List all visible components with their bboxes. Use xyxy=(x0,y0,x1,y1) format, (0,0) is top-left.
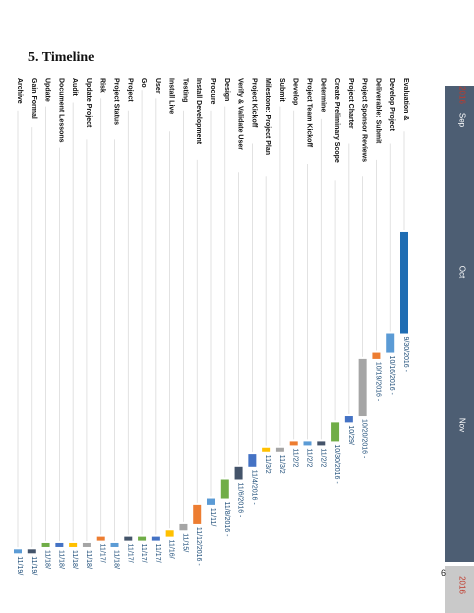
task-label: Project Status xyxy=(113,78,120,125)
task-label: Archive xyxy=(16,78,23,104)
task-date-label: 10/30/2016 - xyxy=(333,444,340,484)
task-date-label: 11/15/ xyxy=(181,533,188,552)
task-bar xyxy=(151,536,160,541)
task-bar xyxy=(262,447,271,452)
task-label: Design xyxy=(223,78,230,101)
task-label: Project xyxy=(126,78,133,102)
task-date-label: 9/30/2016 - xyxy=(402,337,409,373)
task-bar xyxy=(27,549,36,554)
timescale-band xyxy=(445,86,474,562)
task-bar xyxy=(138,536,147,541)
timescale-year-end-box xyxy=(445,566,474,613)
page-number: 6 xyxy=(441,568,447,578)
task-bar xyxy=(110,542,119,547)
task-label: Create Preliminary Scope xyxy=(333,78,340,163)
task-date-label: 11/4/2016 - xyxy=(250,470,257,506)
task-label: Install Live xyxy=(168,78,175,114)
task-date-label: 11/12/2016 - xyxy=(195,527,202,566)
task-date-label: 11/17/ xyxy=(140,544,147,563)
task-date-label: 11/3/2 xyxy=(264,455,271,474)
task-bar xyxy=(124,536,133,541)
task-label: Evaluation & xyxy=(402,78,409,120)
task-bar xyxy=(372,352,381,359)
task-bar xyxy=(303,441,312,446)
task-date-label: 11/17/ xyxy=(154,544,161,563)
timescale-month-sep: Sep xyxy=(458,113,467,128)
task-bar xyxy=(331,422,340,442)
task-bar xyxy=(400,231,408,334)
task-label: Update xyxy=(44,78,51,102)
task-label: Project Kickoff xyxy=(250,78,257,128)
task-label: Gain Formal xyxy=(30,78,37,119)
task-bar xyxy=(82,542,91,547)
task-date-label: 11/2/2 xyxy=(292,448,299,467)
task-label: Go xyxy=(140,78,147,88)
task-bar xyxy=(69,542,78,547)
task-label: Deliverable: Submit xyxy=(374,78,381,144)
task-label: Develop xyxy=(292,78,299,105)
task-label: Install Development xyxy=(195,78,202,145)
task-bar xyxy=(317,441,326,446)
timescale-month-oct: Oct xyxy=(458,266,467,279)
task-label: Update Project xyxy=(85,78,92,128)
task-bar xyxy=(55,542,64,547)
task-date-label: 10/19/2016 - xyxy=(374,362,381,402)
task-date-label: 11/2/2 xyxy=(319,448,326,467)
task-date-label: 11/17/ xyxy=(126,544,133,563)
task-bar xyxy=(358,358,367,417)
task-bar xyxy=(289,441,298,446)
timescale-month-nov: Nov xyxy=(458,418,467,432)
task-label: Testing xyxy=(181,78,188,102)
task-date-label: 11/16/ xyxy=(168,540,175,559)
task-label: Submit xyxy=(278,78,285,102)
task-bar xyxy=(386,333,395,353)
task-label: Determine xyxy=(319,78,326,112)
task-date-label: 11/19/ xyxy=(30,556,37,575)
task-date-label: 11/18/ xyxy=(44,550,51,569)
task-date-label: 11/18/ xyxy=(85,550,92,569)
task-date-label: 11/19/ xyxy=(16,556,23,575)
task-bar xyxy=(275,447,284,452)
task-bar xyxy=(193,504,202,524)
task-date-label: 10/20/2016 - xyxy=(361,419,368,459)
task-date-label: 11/18/ xyxy=(57,550,64,569)
task-date-label: 11/17/ xyxy=(99,544,106,563)
task-date-label: 11/8/2016 - xyxy=(223,502,230,538)
task-bar xyxy=(179,523,188,531)
task-date-label: 10/29/ xyxy=(347,425,354,445)
task-bar xyxy=(220,479,229,499)
task-date-label: 11/18/ xyxy=(113,550,120,569)
task-date-label: 11/3/2 xyxy=(278,455,285,474)
task-bar xyxy=(41,542,50,547)
task-bar xyxy=(96,536,105,541)
timescale-year-start: 2016 xyxy=(458,86,467,104)
task-date-label: 10/16/2016 - xyxy=(388,356,395,396)
task-label: Audit xyxy=(71,78,78,97)
task-bar xyxy=(248,454,257,467)
task-date-label: 11/6/2016 - xyxy=(237,482,244,518)
task-label: Document Lessons xyxy=(57,78,64,143)
task-bar xyxy=(14,549,22,554)
task-label: Project Sponsor Reviews xyxy=(361,78,368,162)
task-label: User xyxy=(154,78,161,94)
task-label: Project Team Kickoff xyxy=(306,78,313,148)
task-label: Milestone: Project Plan xyxy=(264,78,271,155)
task-label: Project Charter xyxy=(347,78,354,129)
timescale-year-end: 2016 xyxy=(458,576,467,594)
task-label: Procure xyxy=(209,78,216,105)
task-date-label: 11/2/2 xyxy=(306,448,313,467)
task-bar xyxy=(165,530,174,537)
task-bar xyxy=(234,466,243,480)
task-label: Develop Project xyxy=(388,78,395,132)
task-bar xyxy=(207,498,215,505)
task-date-label: 11/11/ xyxy=(209,508,216,526)
task-bar xyxy=(344,416,353,423)
task-label: Verify & Validate User xyxy=(237,78,244,150)
task-label: Risk xyxy=(99,78,106,93)
task-date-label: 11/18/ xyxy=(71,550,78,569)
section-heading: 5. Timeline xyxy=(28,50,95,65)
